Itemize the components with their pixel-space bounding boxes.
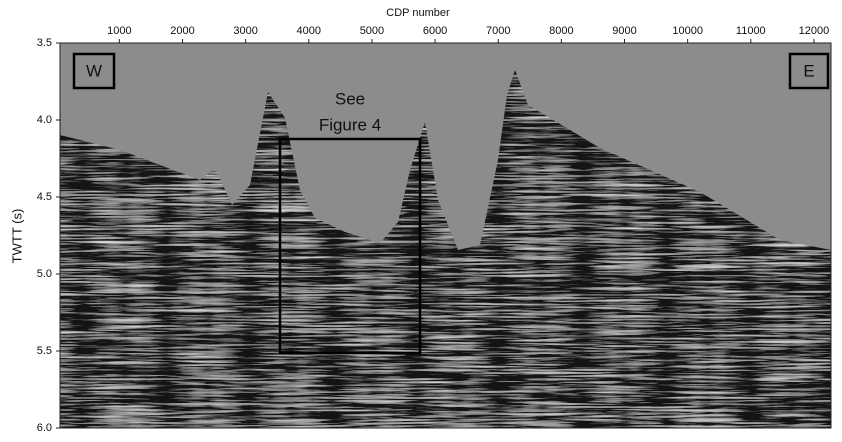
y-axis-label: TWTT (s) bbox=[9, 209, 24, 264]
x-tick-label: 8000 bbox=[549, 25, 573, 37]
y-tick-label: 4.0 bbox=[37, 114, 52, 126]
y-tick-label: 4.5 bbox=[37, 191, 52, 203]
x-tick-label: 11000 bbox=[736, 25, 766, 37]
x-tick-label: 10000 bbox=[672, 25, 703, 37]
x-tick-label: 4000 bbox=[297, 25, 321, 37]
y-tick-label: 6.0 bbox=[37, 422, 52, 434]
y-tick-label: 5.5 bbox=[37, 345, 52, 357]
x-tick-label: 2000 bbox=[170, 25, 194, 37]
callout-text: See bbox=[335, 89, 365, 108]
callout-text: Figure 4 bbox=[319, 115, 381, 134]
x-tick-label: 7000 bbox=[486, 25, 510, 37]
x-tick-label: 3000 bbox=[233, 25, 257, 37]
west-box bbox=[72, 52, 116, 90]
east-box bbox=[788, 52, 830, 90]
west-label: W bbox=[86, 61, 102, 80]
x-tick-label: 5000 bbox=[360, 25, 384, 37]
x-tick-label: 12000 bbox=[799, 25, 830, 37]
plot-frame bbox=[59, 42, 832, 429]
east-label: E bbox=[803, 61, 814, 80]
y-tick-label: 3.5 bbox=[37, 37, 52, 49]
x-tick-label: 6000 bbox=[423, 25, 447, 37]
x-tick-label: 1000 bbox=[107, 25, 131, 37]
y-tick-label: 5.0 bbox=[37, 268, 52, 280]
callout-box bbox=[278, 137, 422, 355]
x-axis-label: CDP number bbox=[386, 7, 450, 19]
x-tick-label: 9000 bbox=[612, 25, 636, 37]
